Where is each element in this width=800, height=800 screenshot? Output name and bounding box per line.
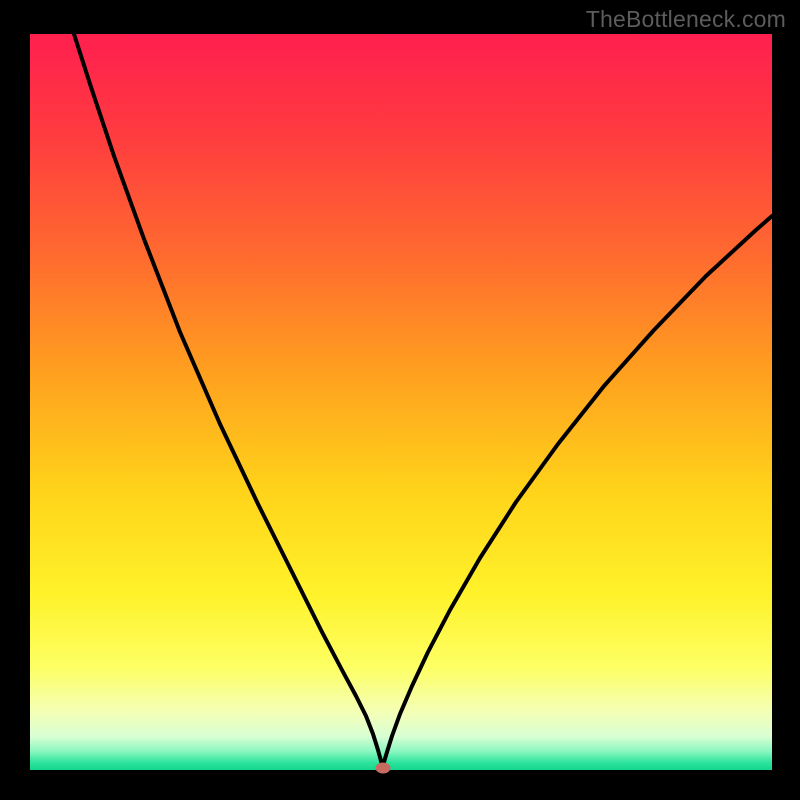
bottleneck-curve	[30, 34, 772, 770]
watermark-text: TheBottleneck.com	[586, 6, 786, 33]
minimum-marker	[376, 763, 391, 774]
plot-area	[30, 34, 772, 770]
figure-container: TheBottleneck.com	[0, 0, 800, 800]
curve-path	[74, 34, 772, 768]
